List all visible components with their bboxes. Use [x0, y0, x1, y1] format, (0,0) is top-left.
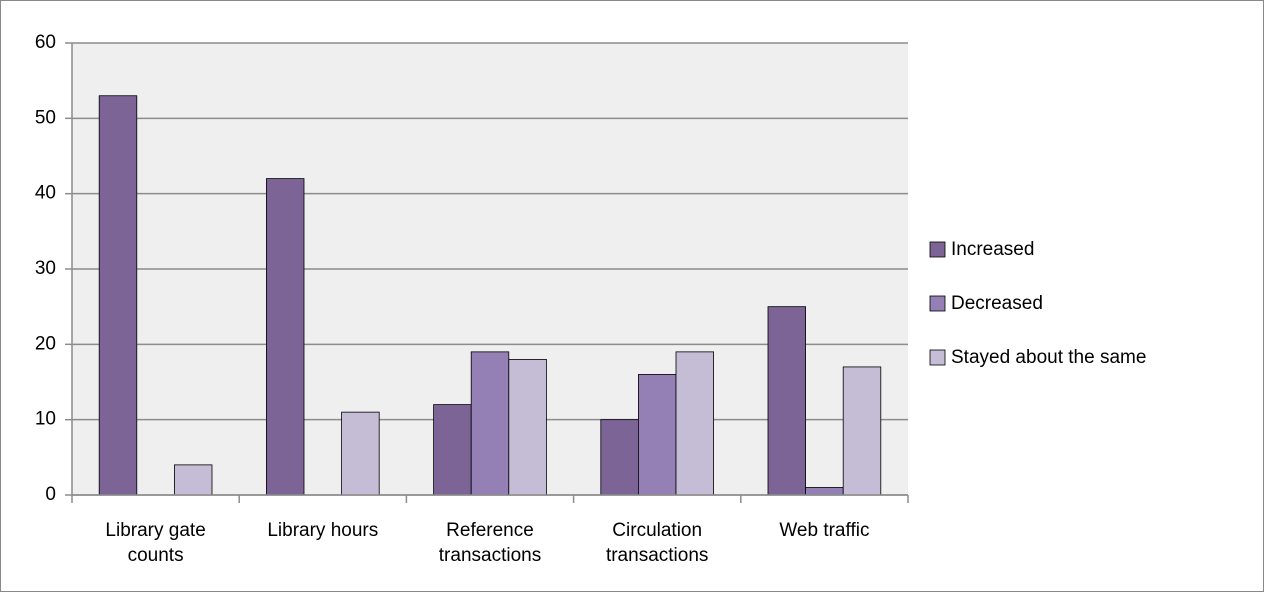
legend-swatch	[929, 241, 946, 258]
bar	[341, 411, 380, 496]
y-tick-label: 10	[35, 409, 56, 430]
x-tick-label: Library hours	[267, 520, 379, 541]
y-tick-label: 0	[45, 484, 56, 505]
bar	[173, 464, 213, 496]
x-tick-label: Circulation transactions	[605, 520, 709, 566]
bar	[508, 358, 547, 496]
x-tick-label: Web traffic	[779, 520, 870, 541]
bar	[767, 306, 806, 496]
bar	[675, 351, 714, 496]
y-tick-label: 60	[35, 32, 56, 53]
y-tick-label: 30	[35, 258, 56, 279]
legend-label: Increased	[951, 239, 1034, 260]
bar	[470, 351, 510, 496]
bar	[265, 178, 305, 496]
bar	[805, 487, 844, 496]
bar	[98, 95, 138, 496]
legend-label: Stayed about the same	[951, 347, 1146, 368]
bar	[638, 374, 677, 496]
x-tick-label: Library gate counts	[105, 520, 206, 566]
x-tick-label: Reference transactions	[438, 520, 542, 566]
y-tick-label: 20	[35, 333, 56, 354]
y-tick-label: 40	[35, 183, 56, 204]
legend-label: Decreased	[951, 293, 1043, 314]
legend-swatch	[929, 295, 946, 312]
legend-swatch	[929, 349, 946, 366]
bar	[600, 419, 639, 496]
bar	[433, 404, 472, 496]
y-tick-label: 50	[35, 107, 56, 128]
bar	[842, 366, 882, 496]
